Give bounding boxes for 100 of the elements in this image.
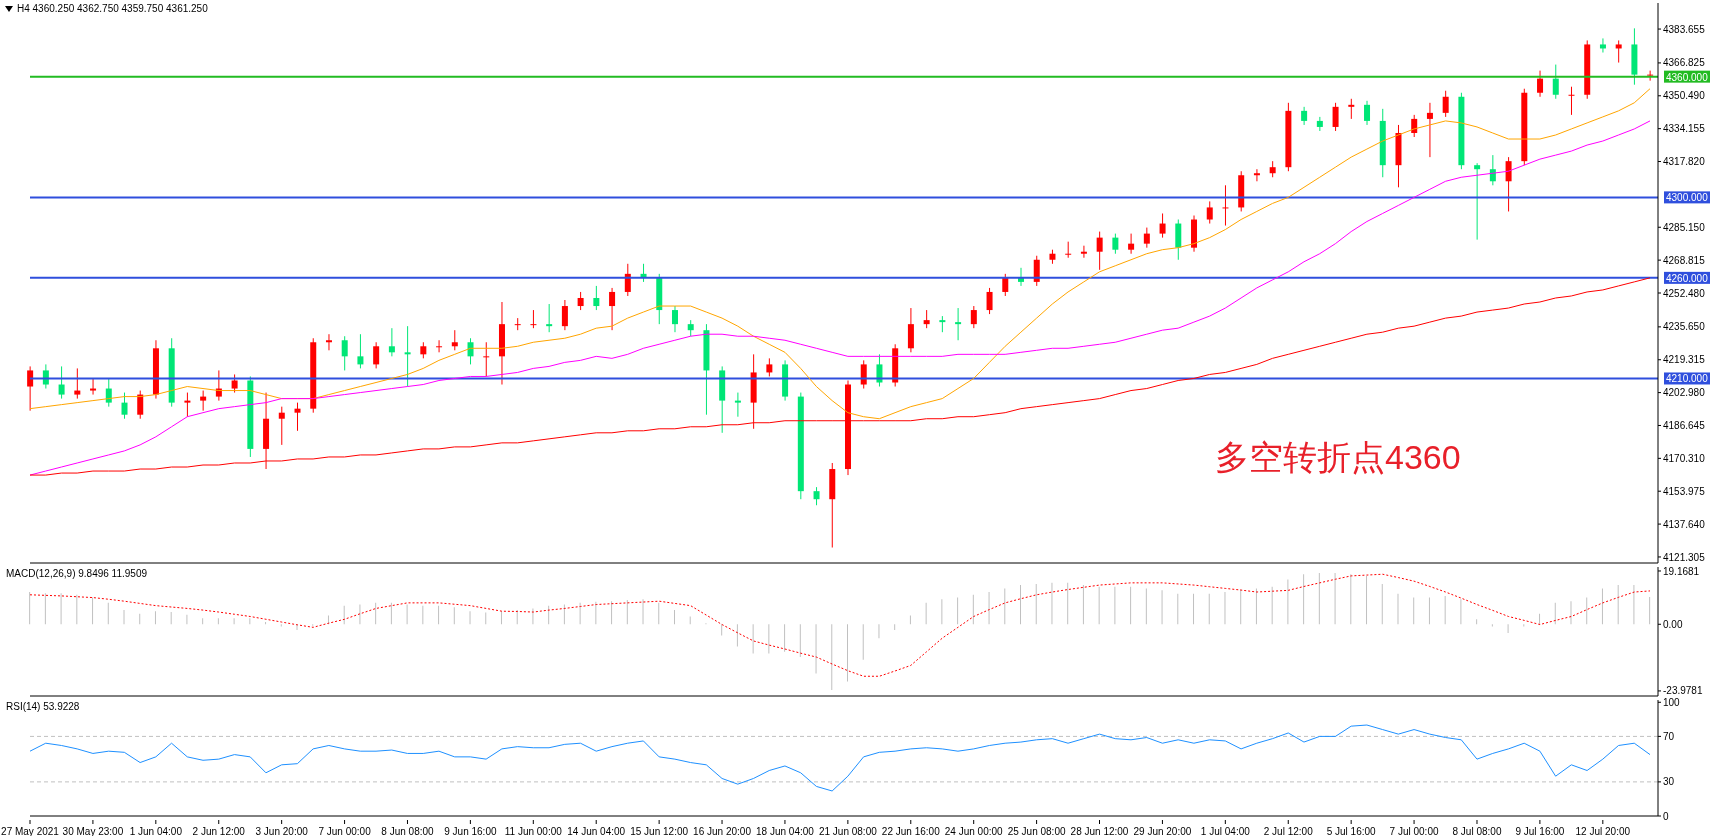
candlestick: [1065, 241, 1072, 259]
candlestick: [1301, 106, 1308, 126]
candlestick: [1002, 273, 1009, 297]
x-tick-label: 7 Jul 00:00: [1389, 826, 1439, 837]
y-tick-label: 30: [1663, 776, 1675, 788]
y-tick-label: -23.9781: [1663, 685, 1703, 697]
x-tick-label: 1 Jun 04:00: [129, 826, 183, 837]
candlestick: [530, 309, 537, 329]
x-tick-label: 1 Jul 04:00: [1200, 826, 1251, 837]
candlestick: [1552, 64, 1559, 100]
candlestick: [278, 406, 285, 446]
x-tick-label: 5 Jul 16:00: [1326, 826, 1377, 837]
candlestick: [404, 325, 411, 388]
y-tick-label: 0: [1663, 810, 1669, 822]
candlestick: [1348, 98, 1355, 120]
y-tick-label: 4153.975: [1663, 485, 1706, 497]
candlestick: [105, 377, 112, 408]
y-tick-label: 4350.490: [1663, 90, 1706, 102]
ref-line-label: 4260.000: [1666, 272, 1709, 284]
x-tick-label: 9 Jun 16:00: [444, 826, 497, 837]
candlestick: [483, 341, 490, 377]
candlestick: [467, 337, 474, 365]
candlestick: [74, 367, 81, 400]
candlestick: [766, 357, 773, 377]
y-tick-label: 4317.820: [1663, 156, 1706, 168]
y-tick-label: 4186.645: [1663, 420, 1706, 432]
candlestick: [609, 287, 616, 331]
candlestick: [970, 305, 977, 329]
y-tick-label: 4121.305: [1663, 551, 1706, 563]
x-tick-label: 15 Jun 12:00: [630, 826, 689, 837]
candlestick: [436, 339, 443, 353]
candlestick: [1442, 90, 1449, 118]
line-series: [29, 724, 1651, 792]
y-tick-label: 70: [1663, 730, 1675, 742]
candlestick: [1253, 168, 1260, 182]
candlestick: [341, 335, 348, 371]
candlestick: [1332, 102, 1339, 132]
candlestick: [137, 390, 144, 420]
candlestick: [184, 392, 191, 418]
y-tick-label: 4202.980: [1663, 387, 1706, 399]
candlestick: [1143, 227, 1150, 249]
candlestick: [121, 392, 128, 420]
candlestick: [58, 365, 65, 400]
candlestick: [451, 329, 458, 351]
candlestick: [1568, 86, 1575, 116]
y-tick-label: 4268.815: [1663, 254, 1706, 266]
y-tick-label: 4285.150: [1663, 221, 1706, 233]
candlestick: [27, 365, 34, 412]
candlestick: [593, 285, 600, 311]
candlestick: [1222, 184, 1229, 227]
candlestick: [1426, 102, 1433, 158]
candlestick: [876, 353, 883, 388]
candlestick: [577, 291, 584, 311]
candlestick: [1615, 39, 1622, 64]
candlestick: [1080, 245, 1087, 259]
y-tick-label: 4366.825: [1663, 57, 1706, 69]
x-tick-label: 22 Jun 16:00: [881, 826, 941, 837]
x-tick-label: 14 Jun 04:00: [567, 826, 626, 837]
y-tick-label: 4235.650: [1663, 321, 1706, 333]
y-tick-label: 4170.310: [1663, 452, 1706, 464]
x-tick-label: 12 Jul 20:00: [1575, 826, 1631, 837]
candlestick: [1647, 70, 1654, 82]
y-tick-label: 4252.480: [1663, 287, 1706, 299]
chart-title: H4 4360.250 4362.750 4359.750 4361.250: [17, 3, 208, 14]
x-tick-label: 2 Jul 12:00: [1263, 826, 1314, 837]
candlestick: [1599, 37, 1606, 53]
x-tick-label: 11 Jun 00:00: [504, 826, 563, 837]
x-tick-label: 28 Jun 12:00: [1070, 826, 1129, 837]
x-tick-label: 21 Jun 08:00: [818, 826, 878, 837]
line-series: [29, 88, 1651, 420]
y-tick-label: 4383.655: [1663, 23, 1706, 35]
line-series: [29, 277, 1651, 476]
candlestick: [231, 373, 238, 394]
candlestick: [1128, 233, 1135, 255]
candlestick: [325, 333, 332, 351]
x-tick-label: 25 Jun 08:00: [1007, 826, 1066, 837]
x-tick-label: 24 Jun 00:00: [944, 826, 1004, 837]
x-tick-label: 8 Jun 08:00: [381, 826, 435, 837]
candlestick: [373, 341, 380, 369]
candlestick: [923, 309, 930, 329]
ref-line-label: 4300.000: [1666, 192, 1709, 204]
y-tick-label: 0.00: [1663, 618, 1683, 630]
candlestick: [1364, 100, 1371, 126]
candlestick: [734, 392, 741, 418]
candlestick: [1505, 156, 1512, 212]
candlestick: [986, 287, 993, 315]
y-tick-label: 100: [1663, 696, 1681, 708]
x-tick-label: 18 Jun 04:00: [756, 826, 815, 837]
ref-line-label: 4360.000: [1666, 71, 1709, 83]
candlestick: [546, 303, 553, 333]
x-tick-label: 3 Jun 20:00: [255, 826, 309, 837]
candlestick: [294, 402, 301, 432]
x-tick-label: 9 Jul 16:00: [1515, 826, 1565, 837]
candlestick: [388, 327, 395, 357]
x-tick-label: 2 Jun 12:00: [192, 826, 246, 837]
candlestick: [1033, 255, 1040, 287]
candlestick: [1096, 231, 1103, 271]
candlestick: [1537, 70, 1544, 98]
y-tick-label: 4219.315: [1663, 354, 1706, 366]
x-tick-label: 7 Jun 00:00: [318, 826, 372, 837]
